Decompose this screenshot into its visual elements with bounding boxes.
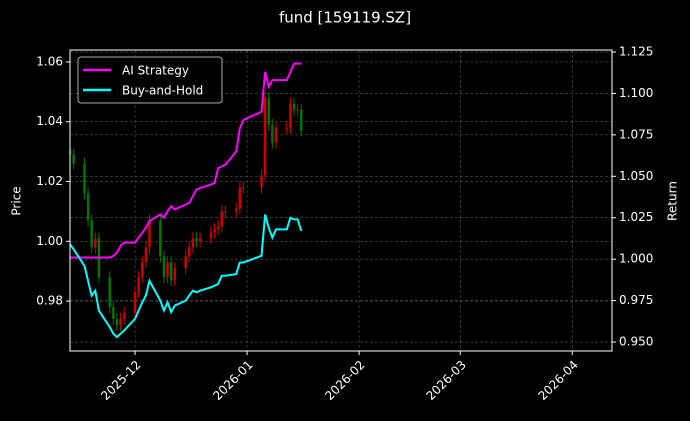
candle-body [292, 103, 296, 110]
candle-body [141, 262, 144, 278]
x-tick-label: 2026-01 [210, 358, 255, 403]
candle-body [238, 187, 242, 209]
x-tick-label: 2026-03 [423, 358, 468, 403]
y-tick-label: 1.06 [36, 54, 63, 68]
candle-body [70, 148, 72, 155]
candle-body [300, 109, 303, 131]
y2-tick-label: 0.975 [619, 293, 653, 307]
y-tick-label: 1.02 [36, 174, 63, 188]
candle-body [184, 256, 187, 269]
candle-body [94, 238, 97, 248]
legend-box [77, 56, 223, 104]
y2-tick-label: 1.125 [619, 44, 653, 58]
y2-tick-label: 0.950 [619, 335, 653, 349]
candle-body [274, 127, 278, 143]
candle-body [144, 247, 148, 263]
candle-body [159, 220, 162, 257]
candle-body [119, 319, 122, 325]
candle-body [195, 238, 198, 242]
y-tick-label: 0.98 [36, 294, 63, 308]
candle-body [166, 262, 169, 278]
candle-body [173, 268, 176, 281]
legend: AI Strategy Buy-and-Hold [77, 56, 223, 104]
y2-tick-label: 1.000 [619, 252, 653, 266]
y2-tick-label: 1.050 [619, 169, 653, 183]
candle-body [162, 256, 166, 278]
y2-tick-label: 1.025 [619, 210, 653, 224]
candle-body [148, 220, 151, 248]
candle-body [271, 124, 274, 143]
candle-body [123, 313, 126, 320]
candle-body [86, 193, 90, 221]
candle-body [216, 226, 220, 230]
y2-axis-label: Return [666, 181, 680, 221]
candle-body [267, 97, 270, 125]
candle-body [260, 175, 263, 188]
x-tick-label: 2026-02 [322, 358, 367, 403]
candle-body [213, 229, 216, 233]
plot-area [70, 62, 303, 339]
candle-body [112, 307, 115, 320]
series-line [70, 214, 303, 339]
y-axis-label: Price [10, 186, 24, 215]
legend-label: AI Strategy [122, 64, 189, 78]
candle-body [198, 238, 202, 242]
candle-body [285, 127, 288, 129]
candle-body [188, 247, 191, 257]
series-line [70, 62, 302, 259]
candle-body [289, 103, 292, 128]
candle-body [169, 262, 173, 281]
y-tick-label: 1.04 [36, 114, 63, 128]
candle-body [83, 163, 86, 194]
candle-body [137, 277, 140, 293]
candle-body [242, 187, 245, 189]
candle-body [72, 154, 75, 164]
candle-body [263, 97, 267, 176]
axes-frame [69, 49, 613, 352]
x-tick-label: 2025-12 [98, 358, 143, 403]
candle-body [133, 292, 137, 314]
y-tick-label: 1.00 [36, 234, 63, 248]
candle-body [191, 238, 195, 248]
candle-body [115, 319, 119, 325]
x-tick-label: 2026-04 [535, 358, 580, 403]
chart-title: fund [159119.SZ] [279, 9, 411, 27]
candle-body [224, 211, 227, 213]
candle-body [235, 208, 238, 212]
candle-body [220, 211, 223, 227]
candle-body [296, 109, 299, 111]
legend-label: Buy-and-Hold [122, 84, 203, 98]
y2-tick-label: 1.075 [619, 127, 653, 141]
candle-body [108, 277, 111, 308]
y2-tick-label: 1.100 [619, 86, 653, 100]
candle-body [90, 220, 93, 248]
candle-body [209, 232, 213, 239]
